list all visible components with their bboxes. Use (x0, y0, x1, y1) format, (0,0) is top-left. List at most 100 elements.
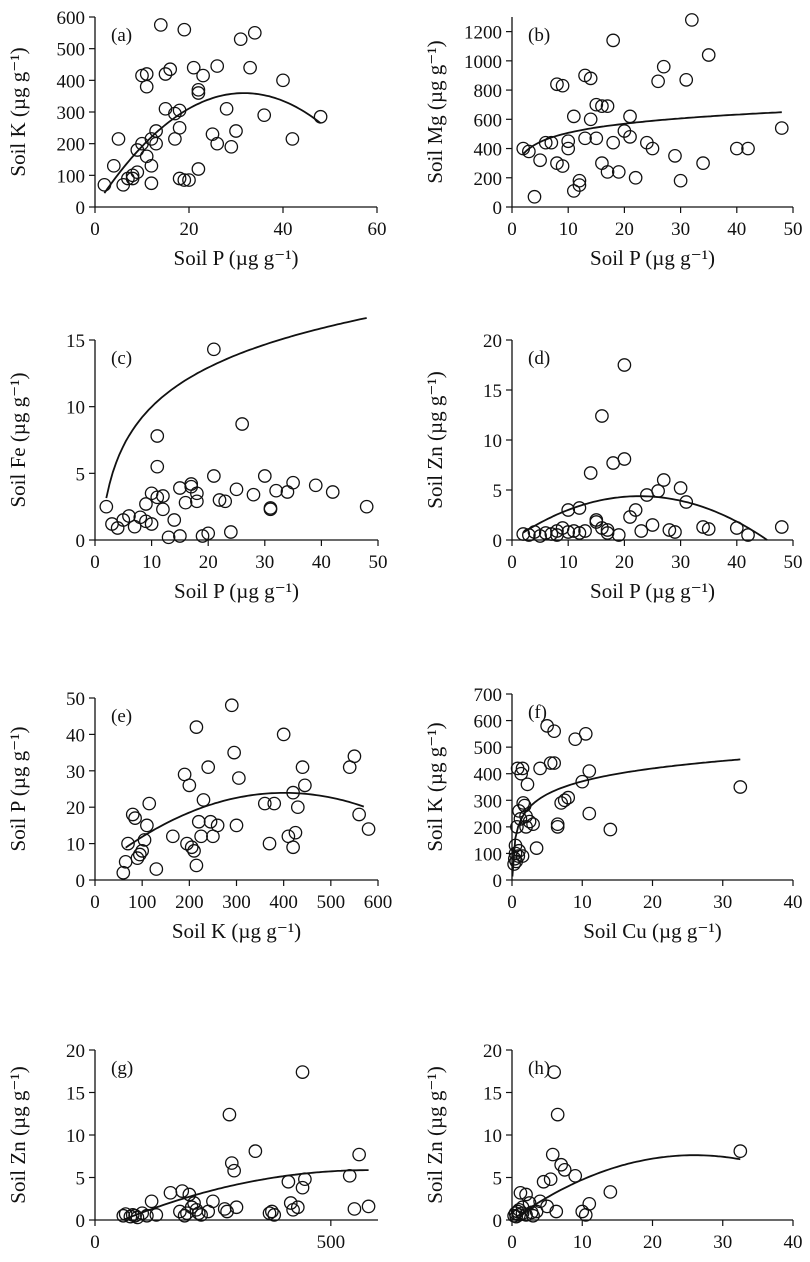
data-point (149, 1208, 164, 1222)
data-point (262, 836, 277, 851)
data-point (175, 1184, 190, 1198)
data-point (122, 509, 136, 523)
data-point (308, 478, 323, 493)
y-tick-label: 400 (57, 71, 86, 92)
y-tick-label: 0 (493, 198, 503, 219)
data-point (233, 32, 248, 47)
data-point (189, 858, 204, 873)
data-point (191, 814, 206, 829)
data-point (589, 131, 604, 146)
data-point (210, 136, 225, 151)
data-point (611, 165, 626, 179)
data-point (526, 1208, 540, 1223)
y-tick-label: 600 (474, 110, 503, 131)
data-point (589, 97, 604, 112)
data-point (561, 503, 576, 517)
data-point (182, 173, 196, 187)
data-point (603, 822, 618, 837)
data-point (217, 1202, 232, 1216)
data-point (177, 1208, 192, 1223)
x-tick-label: 0 (507, 552, 517, 573)
data-point (142, 796, 157, 811)
data-point (536, 1174, 551, 1189)
data-point (290, 800, 305, 815)
data-point (519, 1187, 533, 1202)
y-axis-label: Soil P (µg g⁻¹) (6, 727, 30, 852)
data-point (191, 86, 206, 100)
data-point (156, 502, 170, 517)
data-point (774, 520, 789, 534)
y-tick-label: 15 (483, 381, 502, 402)
data-point (645, 141, 660, 156)
data-point (582, 806, 597, 821)
data-point (606, 135, 621, 150)
x-tick-label: 30 (713, 892, 732, 913)
x-axis-label: Soil Cu (µg g⁻¹) (583, 1259, 722, 1262)
y-tick-label: 10 (66, 1126, 85, 1147)
data-point (246, 487, 261, 502)
y-tick-label: 0 (76, 871, 86, 892)
panel-tag: (b) (528, 25, 550, 46)
y-tick-label: 20 (66, 798, 85, 819)
x-tick-label: 10 (142, 552, 161, 573)
trend-line (125, 792, 365, 849)
data-point (520, 777, 535, 792)
panel-h: 0 10 20 30 40 0 5 10 15 20 (h) Soil Cu (µg g⁻¹) Soil… (423, 1041, 803, 1262)
data-point (347, 1202, 362, 1216)
data-point (550, 817, 565, 832)
y-tick-label: 10 (483, 431, 502, 452)
y-tick-label: 200 (474, 169, 503, 190)
x-tick-label: 20 (643, 892, 662, 913)
y-tick-label: 0 (76, 1211, 86, 1232)
data-point (547, 1065, 562, 1079)
data-point (668, 525, 682, 539)
data-point (210, 818, 225, 833)
x-tick-label: 10 (573, 892, 592, 913)
data-point (161, 530, 176, 545)
data-point (130, 165, 145, 180)
data-point (617, 452, 632, 466)
data-point (128, 811, 142, 825)
data-point (257, 796, 272, 811)
data-point (227, 745, 241, 760)
y-tick-label: 600 (57, 8, 86, 29)
data-point (229, 482, 244, 497)
data-point (286, 840, 300, 855)
y-tick-label: 300 (57, 103, 86, 124)
data-point (733, 1144, 748, 1159)
y-tick-label: 15 (66, 1084, 85, 1105)
data-point (509, 1209, 524, 1224)
y-axis-label: Soil Zn (µg g⁻¹) (6, 1066, 30, 1203)
data-point (572, 173, 587, 188)
data-point (603, 1185, 618, 1199)
panel-b: 0 10 20 30 40 50 0 200 400 600 800 1000 1200 (b) Soil … (423, 13, 803, 270)
data-point (679, 495, 694, 509)
data-point (774, 121, 789, 135)
data-point (205, 127, 220, 142)
x-tick-label: 40 (784, 1232, 803, 1253)
data-point (645, 518, 660, 532)
x-tick-label: 30 (713, 1232, 732, 1253)
data-point (600, 165, 615, 179)
data-point (150, 459, 165, 474)
x-tick-label: 0 (507, 1232, 517, 1253)
trend-line (105, 317, 367, 499)
panel-d: 0 10 20 30 40 50 0 5 10 15 20 (d) Soil P (µg g⁻¹) Soi… (423, 331, 803, 603)
data-point (561, 141, 576, 156)
y-tick-label: 600 (474, 712, 503, 733)
data-point (97, 177, 112, 192)
data-point (606, 33, 621, 48)
x-tick-label: 20 (615, 552, 634, 573)
x-tick-label: 40 (727, 219, 746, 240)
y-tick-label: 40 (66, 725, 85, 746)
data-point (578, 131, 592, 146)
data-point (156, 489, 170, 503)
data-point (144, 517, 159, 531)
data-point (229, 818, 244, 833)
data-point (139, 79, 154, 94)
data-point (656, 59, 671, 74)
data-point (516, 796, 531, 810)
data-point (578, 524, 592, 538)
